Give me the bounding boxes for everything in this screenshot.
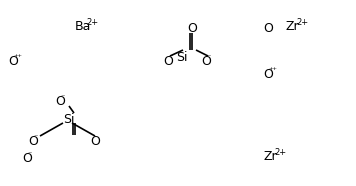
Text: O: O: [28, 135, 38, 148]
Text: O: O: [263, 68, 273, 81]
Text: Zr: Zr: [285, 20, 299, 33]
Text: ⁻: ⁻: [61, 93, 65, 102]
Text: O: O: [263, 22, 273, 35]
Text: 2+: 2+: [86, 18, 98, 27]
Text: ⁻: ⁻: [33, 133, 38, 142]
Text: ⁺⁺: ⁺⁺: [14, 53, 22, 62]
Text: 2+: 2+: [274, 148, 286, 157]
Text: Zr: Zr: [263, 150, 277, 163]
Text: O: O: [22, 152, 32, 165]
Text: ⁻: ⁻: [169, 53, 173, 62]
Text: Si: Si: [63, 113, 74, 126]
Text: O: O: [163, 55, 173, 68]
Text: Ba: Ba: [75, 20, 91, 33]
Text: O: O: [201, 55, 211, 68]
Text: O: O: [187, 22, 197, 35]
Text: O: O: [90, 135, 100, 148]
Text: O: O: [55, 95, 65, 108]
Text: ⁻: ⁻: [206, 53, 211, 62]
Text: ⁺⁺: ⁺⁺: [268, 66, 278, 75]
Text: Si: Si: [176, 51, 188, 64]
Text: 2+: 2+: [296, 18, 308, 27]
Text: O: O: [8, 55, 18, 68]
Text: ⁻: ⁻: [27, 150, 32, 159]
